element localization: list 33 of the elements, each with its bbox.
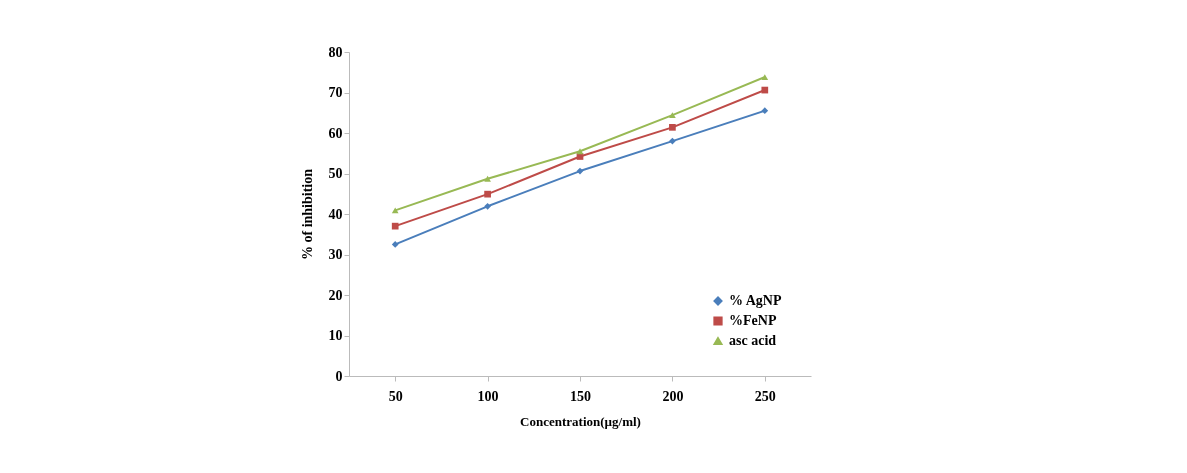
y-tick-label: 70 [328, 85, 343, 100]
legend-label: asc acid [729, 333, 777, 348]
legend-label: %FeNP [729, 313, 777, 328]
point [761, 74, 769, 81]
y-tick-label: 0 [335, 368, 343, 384]
y-axis-title: % of inhibition [299, 168, 315, 261]
y-tick-label: 30 [328, 247, 343, 262]
legend-label: % AgNP [729, 293, 782, 308]
point [484, 190, 491, 198]
y-tick-label: 80 [328, 44, 343, 60]
x-tick-label: 50 [388, 388, 403, 404]
y-tick-label: 60 [328, 125, 343, 141]
point [669, 112, 676, 119]
point [761, 107, 769, 115]
point [484, 202, 491, 210]
point [669, 123, 676, 131]
x-tick-label: 100 [477, 388, 499, 404]
point [761, 86, 769, 94]
point [391, 222, 399, 230]
y-tick-label: 50 [328, 166, 343, 181]
y-tick-label: 10 [328, 328, 343, 343]
x-axis-title: Concentration(µg/ml) [520, 413, 641, 429]
point [576, 148, 584, 155]
point [669, 137, 676, 145]
point [484, 175, 491, 182]
x-tick-label: 150 [570, 388, 591, 404]
point [391, 207, 399, 214]
point [391, 241, 399, 248]
y-tick-label: 20 [328, 287, 343, 303]
y-tick-label: 40 [328, 206, 343, 222]
x-tick-label: 200 [662, 388, 684, 404]
x-tick-label: 250 [754, 388, 776, 404]
point [576, 167, 584, 175]
